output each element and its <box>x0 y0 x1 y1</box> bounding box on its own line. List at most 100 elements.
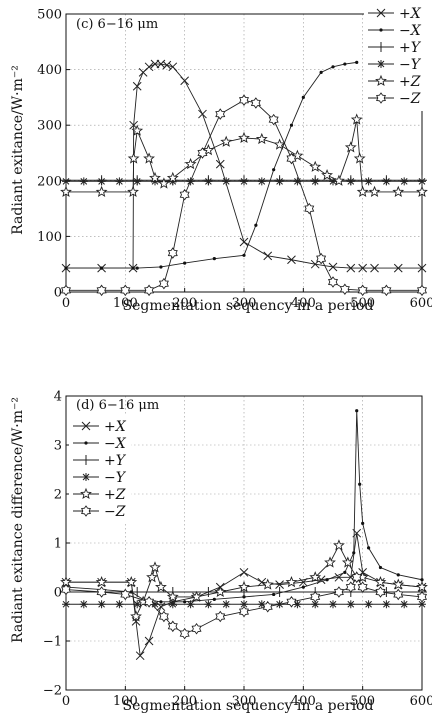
legend-label: +X <box>104 419 127 435</box>
data-point <box>378 565 383 570</box>
legend-label: +Z <box>399 74 421 90</box>
data-point <box>215 159 225 169</box>
data-point <box>168 177 177 186</box>
data-point <box>151 600 159 609</box>
data-point <box>289 123 294 127</box>
data-point <box>167 247 178 259</box>
legend-marker <box>377 60 385 68</box>
data-point <box>418 177 426 186</box>
data-point <box>344 141 357 153</box>
data-point <box>240 600 248 609</box>
chart-panel-d: (d) 6−16 μm Radiant exitance difference/… <box>10 397 373 714</box>
data-point <box>417 591 427 603</box>
data-point <box>382 177 391 186</box>
data-point <box>328 262 338 272</box>
legend-marker <box>81 421 91 431</box>
data-point <box>96 284 107 297</box>
data-point <box>257 600 266 609</box>
data-point <box>400 177 409 186</box>
data-point <box>358 263 368 273</box>
y-tick-label: 100 <box>37 230 62 245</box>
data-point <box>127 185 139 197</box>
data-point <box>133 600 142 609</box>
legend-marker <box>81 455 91 465</box>
plot-area-c: 0 100 200 300 400 500 600 0 100 200 300 400 500 <box>37 8 432 312</box>
data-point <box>350 113 363 125</box>
data-point <box>60 185 72 197</box>
x-tick-label: 100 <box>113 296 138 311</box>
data-point <box>120 588 131 601</box>
data-point <box>286 596 297 608</box>
data-point <box>131 266 135 270</box>
data-point <box>242 253 246 257</box>
legend-label: −X <box>104 436 127 452</box>
data-point <box>355 60 359 64</box>
legend-marker <box>376 42 386 52</box>
x-tick-label: 400 <box>291 694 316 709</box>
y-tick-label: 4 <box>54 390 62 405</box>
data-point <box>368 185 381 197</box>
data-point <box>151 177 159 186</box>
data-point <box>191 622 202 635</box>
data-point <box>274 587 285 597</box>
legend-box <box>364 3 426 111</box>
legend-marker <box>81 505 91 517</box>
data-point <box>311 177 320 186</box>
legend-marker <box>379 28 383 32</box>
data-point <box>166 171 179 184</box>
data-point <box>255 132 268 145</box>
data-point <box>120 284 131 297</box>
data-point <box>168 600 177 609</box>
series-c-3 <box>62 177 426 186</box>
data-point <box>203 587 214 597</box>
x-axis-label-d: Segmentation sequency in a period <box>123 698 374 714</box>
data-point <box>393 263 403 273</box>
data-point <box>353 152 366 164</box>
data-point <box>149 171 161 184</box>
data-point <box>364 600 373 609</box>
data-point <box>272 592 276 597</box>
data-point <box>144 62 154 72</box>
series-line <box>66 119 422 193</box>
data-point <box>159 600 163 604</box>
legend-marker <box>376 92 386 104</box>
x-tick-label: 300 <box>232 694 257 709</box>
data-point <box>180 76 190 86</box>
x-axis-label-c: Segmentation sequency in a period <box>123 298 374 314</box>
data-point <box>95 575 108 588</box>
chart-title-c: (c) 6−16 μm <box>76 17 158 32</box>
data-point <box>239 94 249 106</box>
x-tick-label: 500 <box>350 296 375 311</box>
data-point <box>333 586 344 598</box>
data-point <box>275 177 284 186</box>
data-point <box>95 185 108 197</box>
series-line <box>66 533 423 658</box>
data-point <box>96 586 107 598</box>
y-tick-label: 3 <box>54 439 62 454</box>
data-point <box>417 284 427 297</box>
legend-marker <box>82 473 90 481</box>
data-point <box>346 177 355 186</box>
y-tick-label: 2 <box>54 488 62 503</box>
data-point <box>321 169 333 181</box>
data-point <box>222 600 231 609</box>
y-tick-label: 0 <box>54 286 62 301</box>
data-point <box>356 185 369 197</box>
data-point <box>382 600 391 609</box>
data-point <box>358 482 362 486</box>
x-tick-label: 500 <box>350 694 375 709</box>
data-point <box>319 70 323 74</box>
data-point <box>328 276 338 288</box>
data-point <box>100 266 104 270</box>
legend-label: −Z <box>399 91 421 107</box>
data-point <box>135 266 139 270</box>
data-point <box>309 160 322 172</box>
data-point <box>304 202 315 215</box>
data-point <box>346 263 356 273</box>
data-point <box>143 152 155 164</box>
data-point <box>273 138 286 150</box>
data-point <box>144 284 155 297</box>
data-point <box>367 546 371 550</box>
chart-panel-c: (c) 6−16 μm Radiant exitance/W·m⁻² Segme… <box>10 17 373 314</box>
data-point <box>125 575 138 588</box>
